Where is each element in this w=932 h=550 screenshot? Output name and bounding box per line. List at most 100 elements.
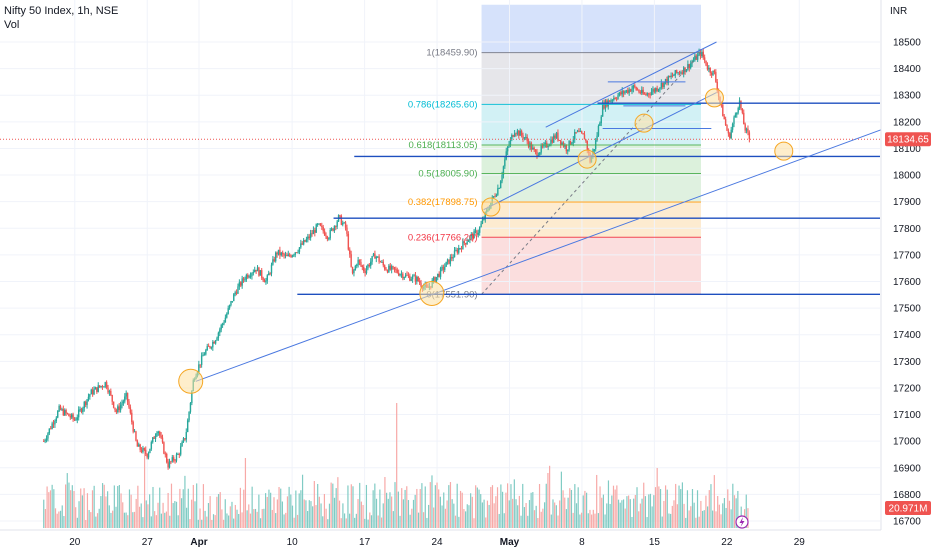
volume-bar-242 <box>449 482 452 528</box>
volume-bar-341 <box>616 485 618 528</box>
volume-bar-281 <box>515 499 517 528</box>
candle-body-499 <box>740 100 742 109</box>
candle-body-494 <box>733 117 735 124</box>
volume-bar-365 <box>656 468 658 528</box>
candle-body-427 <box>639 92 642 94</box>
volume-bar-79 <box>175 501 178 528</box>
highlight-circle-5 <box>704 88 724 108</box>
chart-title[interactable]: Nifty 50 Index, 1h, NSE <box>4 5 119 17</box>
volume-bar-55 <box>135 498 137 528</box>
volume-bar-202 <box>382 503 384 528</box>
volume-bar-319 <box>579 514 581 528</box>
candle-body-310 <box>476 230 478 235</box>
volume-bar-57 <box>138 506 141 528</box>
fib-zone-4 <box>481 173 701 202</box>
x-tick-label-2: Apr <box>190 537 207 548</box>
candle-body-269 <box>418 281 421 283</box>
fib-zone-0 <box>481 4 701 53</box>
candle-body-153 <box>256 267 259 272</box>
candle-body-301 <box>463 241 466 244</box>
candle-body-268 <box>417 276 419 282</box>
volume-bar-346 <box>624 508 626 528</box>
candle-body-76 <box>149 448 151 454</box>
price-axis[interactable]: INR 16700 16800 16900 17000 17100 17200 17300 17… <box>880 0 932 550</box>
volume-bar-404 <box>722 503 724 528</box>
candle-body-132 <box>227 308 229 314</box>
volume-bar-373 <box>670 513 672 528</box>
candle-body-123 <box>214 340 217 344</box>
candle-body-232 <box>367 264 369 269</box>
x-tick-label-7: 8 <box>579 537 585 548</box>
candle-body-164 <box>272 259 274 265</box>
candle-body-5 <box>50 428 52 430</box>
y-tick-label-16: 18300 <box>893 91 921 102</box>
candle-body-281 <box>435 276 438 283</box>
candle-body-311 <box>477 232 479 235</box>
volume-bar-25 <box>85 519 87 528</box>
candle-body-428 <box>641 89 643 94</box>
candle-body-255 <box>399 274 401 276</box>
candle-body-339 <box>516 130 519 134</box>
candle-body-159 <box>265 280 267 283</box>
candle-body-97 <box>178 454 180 455</box>
time-axis[interactable]: 20 27 Apr 10 17 24 May 8 15 22 29 <box>0 529 881 548</box>
volume-bar-385 <box>690 506 692 528</box>
candle-body-114 <box>202 355 204 357</box>
volume-bar-64 <box>150 516 152 528</box>
volume-bar-147 <box>290 494 292 528</box>
volume-bar-226 <box>422 512 425 528</box>
candle-body-379 <box>572 139 575 143</box>
volume-bar-127 <box>256 511 258 528</box>
y-tick-label-17: 18400 <box>893 64 921 75</box>
volume-bar-403 <box>720 514 722 528</box>
volume-bar-362 <box>651 506 653 528</box>
volume-bar-113 <box>233 518 235 528</box>
volume-bar-107 <box>222 519 225 528</box>
candle-body-312 <box>478 227 481 233</box>
candle-body-80 <box>154 435 157 439</box>
fib-label-0: 1(18459.90) <box>426 48 477 59</box>
volume-bar-26 <box>86 493 89 528</box>
candle-body-221 <box>351 266 354 274</box>
candle-body-73 <box>145 449 147 454</box>
volume-bar-284 <box>520 515 522 528</box>
volume-tag <box>885 501 931 515</box>
volume-bar-111 <box>229 506 231 528</box>
volume-bar-158 <box>308 500 310 528</box>
volume-bar-229 <box>428 504 430 528</box>
candle-body-91 <box>170 461 172 463</box>
candle-body-222 <box>353 270 355 274</box>
candle-body-357 <box>541 145 544 147</box>
volume-bar-278 <box>510 484 512 528</box>
volume-bar-287 <box>525 502 527 528</box>
volume-bar-72 <box>164 512 166 528</box>
candle-body-341 <box>519 130 521 136</box>
current-price-tag <box>885 132 931 147</box>
fib-label-4: 0.382(17898.75) <box>408 197 478 208</box>
volume-bar-317 <box>575 503 578 528</box>
volume-bar-419 <box>747 508 749 528</box>
candle-body-68 <box>138 444 140 447</box>
candle-body-267 <box>416 276 418 282</box>
candle-body-241 <box>379 261 382 263</box>
candle-body-79 <box>153 437 155 439</box>
candle-body-475 <box>706 65 709 70</box>
trend-lines[interactable] <box>195 41 932 382</box>
candle-body-134 <box>230 301 232 305</box>
candle-body-397 <box>597 125 600 136</box>
y-tick-label-3: 17000 <box>893 437 921 448</box>
volume-bar-0 <box>43 499 45 528</box>
candle-body-480 <box>713 70 716 73</box>
candle-body-148 <box>249 276 252 277</box>
volume-bar-299 <box>545 483 547 528</box>
horizontal-levels[interactable] <box>0 81 880 295</box>
candle-body-202 <box>325 235 327 237</box>
volume-bar-243 <box>451 499 453 528</box>
candle-body-488 <box>724 119 727 126</box>
volume-bar-408 <box>728 500 731 528</box>
candle-body-447 <box>667 76 670 84</box>
volume-bar-144 <box>285 512 287 528</box>
candle-body-374 <box>565 145 568 152</box>
volume-legend[interactable]: Vol <box>4 19 20 31</box>
